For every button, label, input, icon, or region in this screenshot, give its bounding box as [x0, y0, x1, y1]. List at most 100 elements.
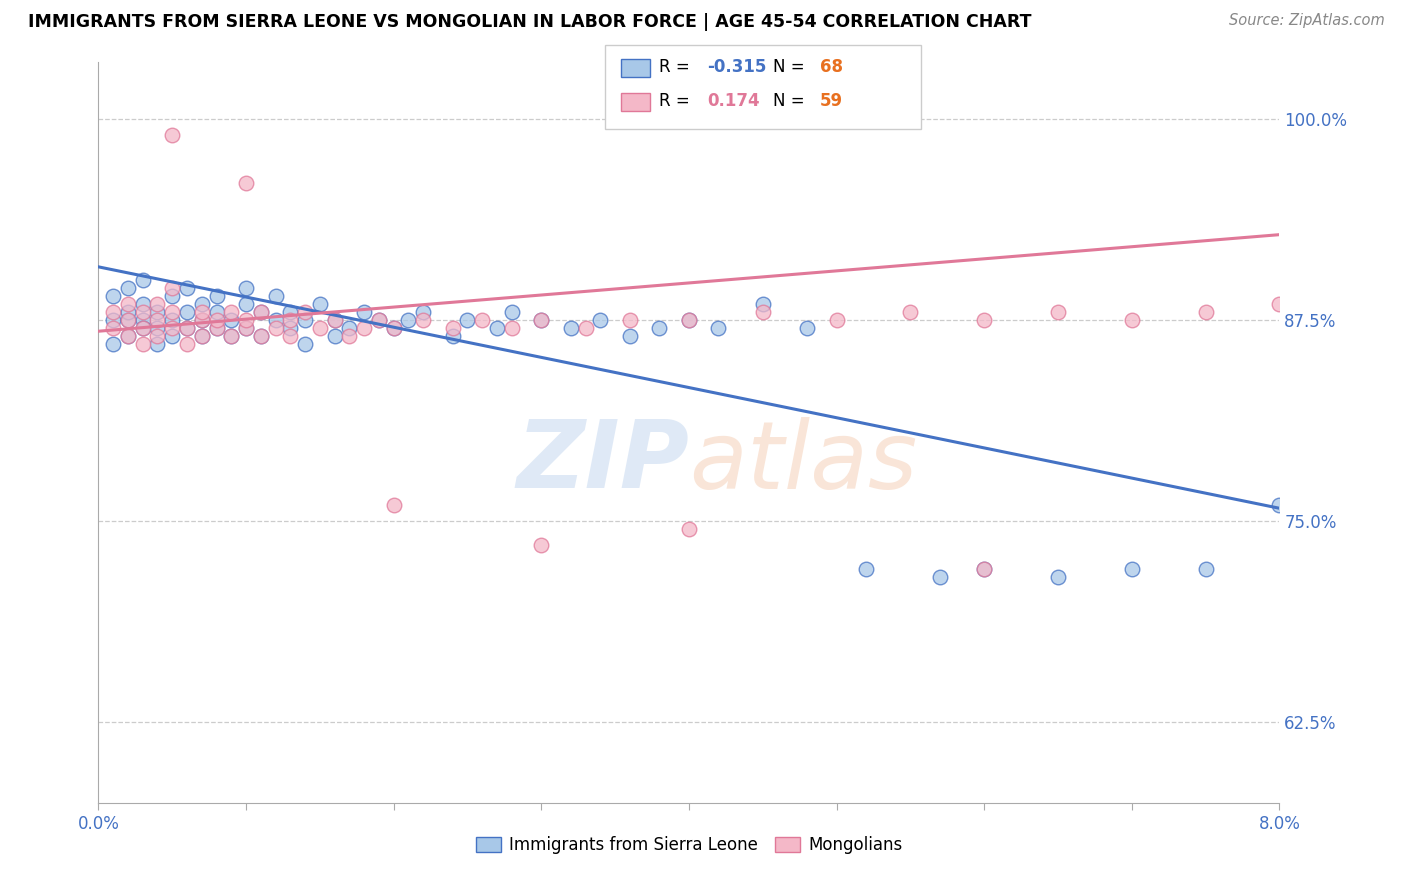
Point — [1046, 570, 1070, 584]
Point — [117, 329, 139, 343]
Point — [486, 321, 509, 335]
Point — [441, 321, 464, 335]
Text: R =: R = — [659, 92, 700, 110]
Point — [117, 281, 139, 295]
Point — [103, 305, 125, 319]
Point — [117, 313, 139, 327]
Point — [117, 305, 139, 319]
Point — [117, 313, 139, 327]
Point — [501, 305, 523, 319]
Point — [973, 313, 995, 327]
Point — [368, 313, 391, 327]
Text: IMMIGRANTS FROM SIERRA LEONE VS MONGOLIAN IN LABOR FORCE | AGE 45-54 CORRELATION: IMMIGRANTS FROM SIERRA LEONE VS MONGOLIA… — [28, 13, 1032, 31]
Legend: Immigrants from Sierra Leone, Mongolians: Immigrants from Sierra Leone, Mongolians — [470, 830, 908, 861]
Point — [309, 297, 332, 311]
Point — [162, 289, 183, 303]
Point — [678, 313, 700, 327]
Point — [752, 305, 775, 319]
Point — [1268, 498, 1291, 512]
Point — [132, 273, 155, 287]
Point — [117, 329, 139, 343]
Point — [162, 321, 183, 335]
Point — [973, 562, 995, 576]
Point — [176, 305, 198, 319]
Point — [648, 321, 671, 335]
Point — [162, 313, 183, 327]
Point — [250, 329, 273, 343]
Point — [560, 321, 582, 335]
Point — [412, 313, 434, 327]
Point — [294, 305, 316, 319]
Point — [441, 329, 464, 343]
Point — [382, 321, 405, 335]
Point — [146, 321, 169, 335]
Point — [235, 313, 257, 327]
Point — [1195, 305, 1218, 319]
Point — [146, 297, 169, 311]
Text: N =: N = — [773, 92, 810, 110]
Point — [353, 305, 375, 319]
Point — [280, 313, 302, 327]
Point — [678, 313, 700, 327]
Point — [235, 176, 257, 190]
Point — [162, 281, 183, 295]
Point — [929, 570, 952, 584]
Text: N =: N = — [773, 58, 810, 76]
Point — [294, 337, 316, 351]
Text: ZIP: ZIP — [516, 417, 689, 508]
Point — [1121, 313, 1143, 327]
Point — [280, 321, 302, 335]
Point — [205, 313, 228, 327]
Point — [412, 305, 434, 319]
Point — [530, 313, 553, 327]
Point — [191, 329, 214, 343]
Point — [176, 281, 198, 295]
Point — [146, 305, 169, 319]
Point — [575, 321, 598, 335]
Point — [235, 297, 257, 311]
Point — [323, 313, 346, 327]
Text: atlas: atlas — [689, 417, 917, 508]
Point — [235, 321, 257, 335]
Point — [530, 538, 553, 552]
Point — [205, 321, 228, 335]
Point — [264, 289, 287, 303]
Point — [707, 321, 730, 335]
Point — [294, 313, 316, 327]
Point — [973, 562, 995, 576]
Point — [457, 313, 479, 327]
Point — [264, 313, 287, 327]
Point — [309, 321, 332, 335]
Text: Source: ZipAtlas.com: Source: ZipAtlas.com — [1229, 13, 1385, 29]
Point — [678, 522, 700, 536]
Point — [382, 498, 405, 512]
Point — [1046, 305, 1070, 319]
Point — [398, 313, 420, 327]
Point — [132, 321, 155, 335]
Point — [280, 329, 302, 343]
Point — [191, 297, 214, 311]
Point — [855, 562, 877, 576]
Point — [132, 321, 155, 335]
Point — [280, 305, 302, 319]
Point — [471, 313, 494, 327]
Point — [323, 313, 346, 327]
Point — [205, 305, 228, 319]
Point — [339, 321, 361, 335]
Point — [162, 305, 183, 319]
Point — [191, 313, 214, 327]
Text: -0.315: -0.315 — [707, 58, 766, 76]
Text: 59: 59 — [820, 92, 842, 110]
Text: R =: R = — [659, 58, 696, 76]
Point — [796, 321, 818, 335]
Point — [250, 305, 273, 319]
Point — [235, 281, 257, 295]
Point — [103, 289, 125, 303]
Point — [221, 329, 243, 343]
Point — [250, 305, 273, 319]
Point — [221, 305, 243, 319]
Point — [176, 321, 198, 335]
Point — [176, 337, 198, 351]
Point — [900, 305, 922, 319]
Text: 0.174: 0.174 — [707, 92, 759, 110]
